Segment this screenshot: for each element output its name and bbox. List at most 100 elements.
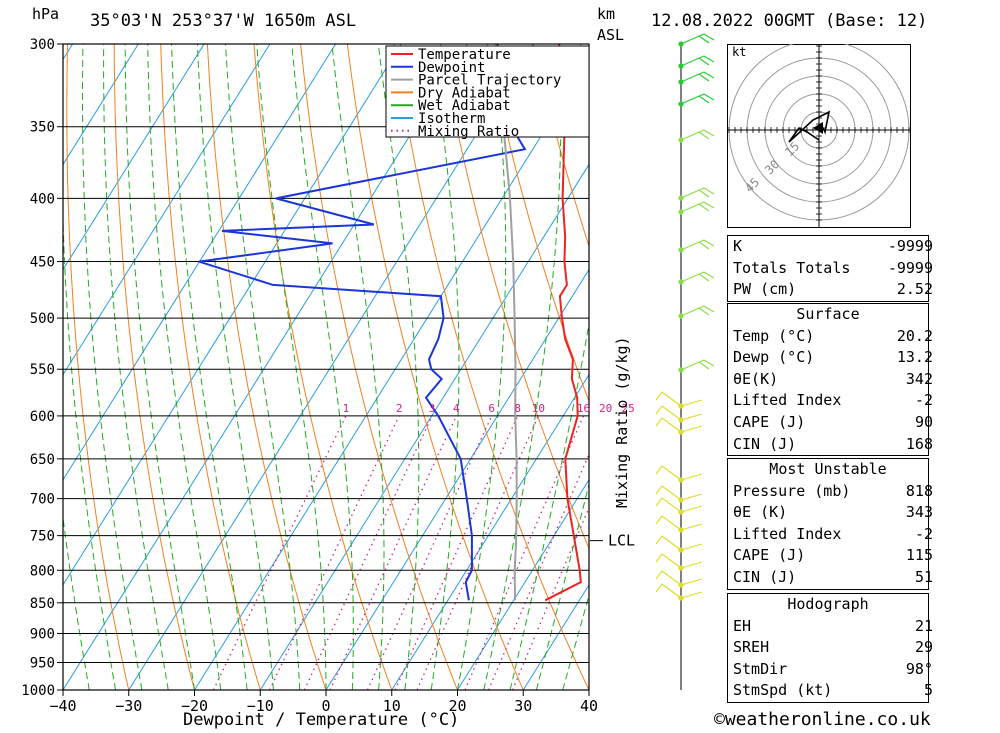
most-unstable-row: CIN (J) 51 <box>728 567 933 589</box>
most-unstable-value: 51 <box>914 567 933 586</box>
wind-barb <box>655 535 682 551</box>
surface-row: Lifted Index -2 <box>728 390 933 412</box>
surface-label: CIN (J) <box>733 434 797 453</box>
dry-adiabat-line <box>66 44 130 690</box>
surface-row: CIN (J) 168 <box>728 434 933 456</box>
surface-label: Temp (°C) <box>733 326 815 345</box>
pressure-tick-label: 700 <box>30 492 55 508</box>
isotherm-line <box>391 373 589 690</box>
pressure-tick-label: 850 <box>30 596 55 612</box>
most-unstable-title: Most Unstable <box>769 460 887 478</box>
pressure-tick-label: 550 <box>30 362 55 378</box>
wind-barb <box>680 33 715 45</box>
wind-barb <box>680 187 715 199</box>
wind-barb <box>655 515 682 531</box>
wind-barb <box>680 399 703 407</box>
hodograph-row: StmSpd (kt) 5 <box>728 680 933 702</box>
index-row: K -9999 <box>728 236 933 258</box>
pressure-tick-label: 650 <box>30 452 55 468</box>
wind-barb <box>680 271 715 283</box>
dry-adiabat-line <box>300 44 458 690</box>
wind-barb <box>655 417 682 433</box>
pressure-tick-label: 750 <box>30 529 55 545</box>
index-label: PW (cm) <box>733 280 797 299</box>
hodograph-trace <box>788 110 831 143</box>
mixing-ratio-label: 8 <box>514 402 521 415</box>
index-row: Totals Totals -9999 <box>728 258 933 280</box>
hodograph-value: 98° <box>905 659 933 678</box>
most-unstable-row: CAPE (J) 115 <box>728 545 933 567</box>
hodograph-row: SREH 29 <box>728 637 933 659</box>
most-unstable-label: θE (K) <box>733 503 788 522</box>
isotherm-line <box>259 163 589 690</box>
dry-adiabat-line <box>113 44 195 690</box>
location-title: 35°03'N 253°37'W 1650m ASL <box>90 11 357 31</box>
mixing-ratio-label: 2 <box>396 402 403 415</box>
surface-value: -2 <box>914 391 933 410</box>
wet-adiabat-line <box>535 482 589 690</box>
mixing-ratio-label: 6 <box>488 402 495 415</box>
isotherm-line <box>128 44 534 690</box>
isotherm-line <box>63 44 271 376</box>
hodograph-label: StmDir <box>733 659 788 678</box>
most-unstable-value: 818 <box>905 481 933 500</box>
wind-barb <box>680 359 715 371</box>
hodograph-table-title: Hodograph <box>787 595 869 613</box>
temperature-tick-label: 0 <box>321 697 330 715</box>
dry-adiabat-line <box>486 44 589 403</box>
hodograph-value: 21 <box>914 616 933 635</box>
mixing-ratio-label: 1 <box>343 402 350 415</box>
most-unstable-value: 115 <box>905 546 933 565</box>
wind-barb <box>655 391 682 407</box>
wind-barb <box>680 55 715 67</box>
temperature-tick-label: 20 <box>448 697 466 715</box>
temperature-tick-label: −40 <box>49 697 76 715</box>
temperature-tick-label: 10 <box>383 697 401 715</box>
pressure-tick-label: 300 <box>30 37 55 53</box>
wind-barb <box>680 543 703 551</box>
pressure-tick-label: 950 <box>30 655 55 671</box>
x-axis-title: Dewpoint / Temperature (°C) <box>183 710 460 730</box>
most-unstable-label: CIN (J) <box>733 567 797 586</box>
legend-entry: Mixing Ratio <box>418 124 519 140</box>
mixing-ratio-label: 25 <box>621 402 634 415</box>
dewpoint-line <box>198 44 527 601</box>
copyright-footer[interactable]: ©weatheronline.co.uk <box>714 709 931 730</box>
temperature-tick-label: 40 <box>580 697 598 715</box>
hodograph-row: StmDir 98° <box>728 659 933 681</box>
km-label: km <box>597 5 616 23</box>
wind-barb <box>655 553 682 569</box>
storm-motion-marker <box>813 122 823 134</box>
surface-label: Lifted Index <box>733 391 842 410</box>
most-unstable-label: CAPE (J) <box>733 546 806 565</box>
surface-row: CAPE (J) 90 <box>728 412 933 434</box>
temperature-tick-label: −30 <box>115 697 142 715</box>
surface-panel: Surface Temp (°C) 20.2 Dewp (°C) 13.2 θE(K) 3… <box>727 303 933 457</box>
hodograph-value: 29 <box>914 638 933 657</box>
isotherm-line <box>63 44 402 586</box>
temperature-line <box>544 44 582 602</box>
mixing-ratio-line <box>329 415 457 690</box>
wind-barb <box>698 131 710 140</box>
surface-row: Dewp (°C) 13.2 <box>728 347 933 369</box>
isotherm-line <box>457 478 589 690</box>
wind-barb <box>655 583 682 599</box>
hodograph-value: 5 <box>923 681 933 700</box>
wind-barb <box>680 129 715 141</box>
isotherm-line <box>63 44 468 690</box>
surface-title: Surface <box>796 305 860 323</box>
index-label: Totals Totals <box>733 258 851 277</box>
hpa-unit-label: hPa <box>32 5 60 23</box>
surface-value: 90 <box>914 412 933 431</box>
surface-row: Temp (°C) 20.2 <box>728 326 933 348</box>
mixing-ratio-line <box>464 415 585 690</box>
index-value: -9999 <box>887 237 933 255</box>
index-value: -9999 <box>887 258 933 277</box>
surface-value: 342 <box>905 369 933 388</box>
temperature-tick-label: 30 <box>514 697 532 715</box>
mixing-ratio-label: 3 <box>429 402 436 415</box>
wind-barb <box>680 523 703 531</box>
wind-barb <box>698 95 710 104</box>
wind-barb <box>680 413 703 421</box>
